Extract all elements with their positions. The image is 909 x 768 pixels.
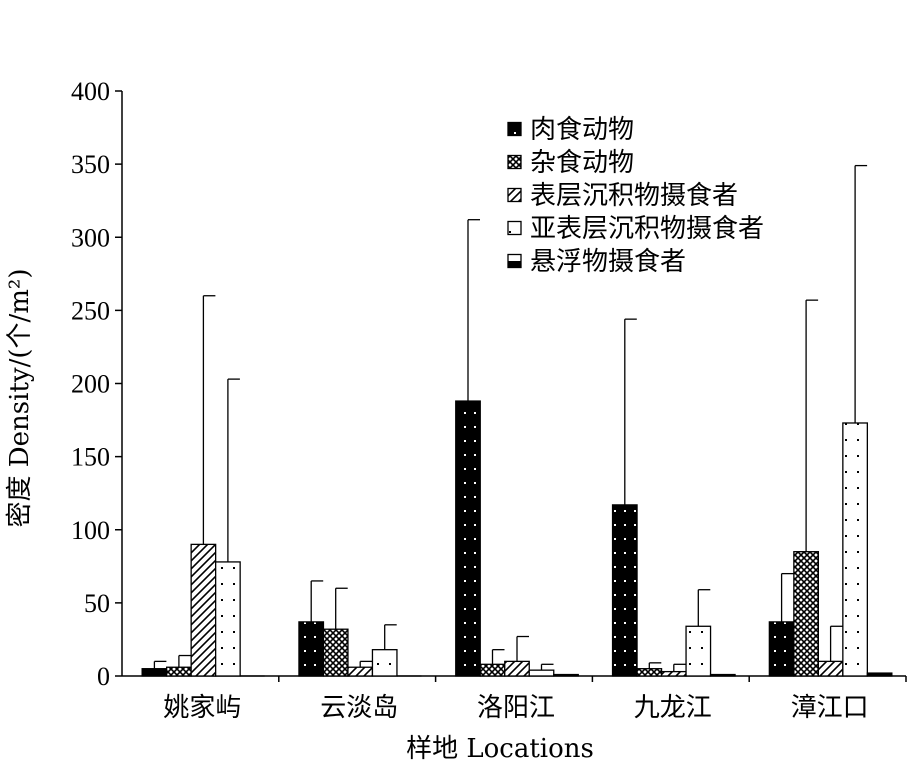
category-label: 云淡岛 [320,693,398,723]
y-axis-title: 密度 Density/(个/m²) [5,269,35,528]
y-tick-label: 300 [71,223,110,252]
y-tick-label: 0 [97,662,110,691]
bar [141,668,168,677]
error-bars-group [153,164,868,672]
bar [455,400,481,677]
y-tick-label: 200 [71,370,110,399]
category-label: 姚家屿 [163,693,241,723]
bar [504,660,530,677]
bar [842,422,868,677]
legend-label: 肉食动物 [530,115,634,145]
y-tick-label: 350 [71,150,110,179]
bar [866,672,893,677]
y-tick-label: 50 [84,589,110,618]
bar [636,668,663,677]
bar [611,504,638,677]
bar [190,543,217,677]
category-label: 洛阳江 [477,693,555,723]
bar [660,670,687,677]
y-tick-label: 150 [71,443,110,472]
x-axis-title: 样地 Locations [406,734,594,764]
bar [298,621,325,677]
y-tick-label: 250 [71,296,110,325]
bar [322,628,349,677]
bar [793,551,819,677]
category-label: 九龙江 [634,693,712,723]
bars-group [141,400,893,677]
legend-swatch [507,220,522,236]
legend-label: 悬浮物摄食者 [530,247,686,277]
legend-label: 表层沉积物摄食者 [530,181,738,211]
bar [347,666,374,677]
bar [371,649,398,677]
bar [165,666,192,677]
bar [685,625,712,677]
bar [709,673,736,677]
legend-label: 亚表层沉积物摄食者 [530,214,764,244]
legend-swatch-fill [508,261,521,268]
y-tick-labels: 0 50 100 150 200 250 300 350 400 [71,77,110,691]
category-labels: 姚家屿 云淡岛 洛阳江 九龙江 漳江口 [163,693,868,723]
y-tick-label: 100 [71,516,110,545]
bar [214,561,241,677]
bar [553,673,579,677]
bar [817,660,844,677]
bar [479,663,506,677]
bar [768,621,795,677]
legend-swatch [507,187,522,203]
legend-swatch [507,121,522,137]
legend-label: 杂食动物 [530,148,634,178]
bar [528,669,555,677]
legend-swatch [507,154,522,170]
category-label: 漳江口 [791,693,869,723]
y-tick-label: 400 [71,77,110,106]
